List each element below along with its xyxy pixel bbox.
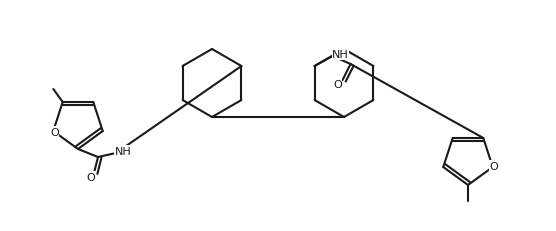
Text: O: O bbox=[489, 161, 498, 171]
Text: NH: NH bbox=[332, 50, 349, 60]
Text: O: O bbox=[333, 80, 342, 90]
Text: O: O bbox=[87, 172, 96, 182]
Text: O: O bbox=[50, 128, 58, 137]
Text: NH: NH bbox=[115, 146, 131, 156]
